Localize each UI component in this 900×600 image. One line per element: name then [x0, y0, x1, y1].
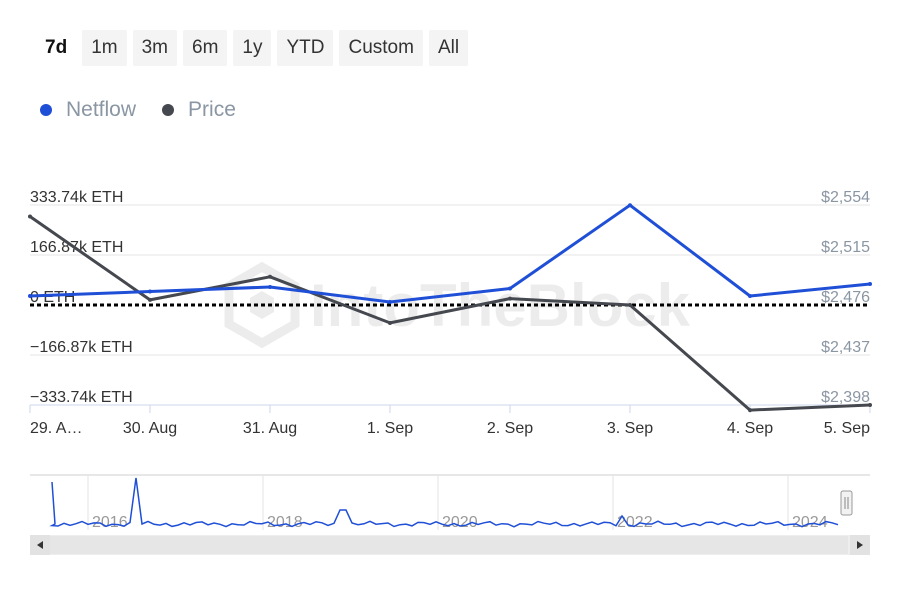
x-tick-label: 5. Sep [824, 420, 870, 437]
y-right-tick-label: $2,476 [821, 289, 870, 306]
netflow-point [388, 300, 392, 305]
range-button-1m[interactable]: 1m [82, 30, 127, 66]
legend-label-netflow: Netflow [66, 98, 137, 121]
series-group [28, 203, 872, 413]
netflow-legend-dot [40, 104, 52, 116]
time-range-selector: 7d 1m 3m 6m 1y YTD Custom All [36, 30, 469, 66]
chart-legend: Netflow Price [40, 98, 236, 122]
legend-item-netflow[interactable]: Netflow [40, 98, 136, 122]
netflow-point [508, 286, 512, 291]
x-tick-label: 30. Aug [123, 420, 177, 437]
x-tick-label: 4. Sep [727, 420, 773, 437]
legend-item-price[interactable]: Price [162, 98, 236, 122]
navigator[interactable]: 2016 2018 2020 2022 2024 [30, 474, 870, 555]
price-point [628, 303, 632, 307]
netflow-point [268, 285, 272, 290]
y-left-tick-label: −333.74k ETH [30, 389, 133, 406]
range-button-7d[interactable]: 7d [45, 37, 68, 58]
y-right-tick-label: $2,554 [821, 189, 870, 206]
x-tick-label: 3. Sep [607, 420, 653, 437]
y-left-tick-label: −166.87k ETH [30, 339, 133, 356]
price-point [748, 408, 752, 413]
range-button-ytd[interactable]: YTD [277, 30, 334, 66]
price-series-line [29, 215, 871, 412]
x-tick-label: 2. Sep [487, 420, 533, 437]
netflow-series-line [29, 203, 871, 304]
scroll-left-arrow-icon [37, 541, 43, 549]
range-button-3m[interactable]: 3m [132, 30, 177, 66]
navigator-series-line [49, 477, 839, 528]
x-tick-label: 29. A… [30, 420, 82, 437]
navigator-year-label: 2018 [267, 514, 303, 531]
netflow-point [628, 203, 632, 208]
price-point [508, 296, 512, 301]
range-button-custom[interactable]: Custom [339, 30, 423, 66]
range-button-all[interactable]: All [428, 30, 469, 66]
y-right-tick-label: $2,437 [821, 339, 870, 356]
x-axis: 29. A… 30. Aug 31. Aug 1. Sep 2. Sep 3. Sep 4.… [29, 404, 871, 437]
price-legend-dot [162, 104, 175, 116]
y-left-tick-label: 333.74k ETH [30, 189, 123, 206]
x-tick-label: 31. Aug [243, 420, 297, 437]
price-point [268, 274, 272, 279]
navigator-year-label: 2024 [792, 514, 828, 531]
navigator-year-label: 2022 [617, 514, 653, 531]
navigator-handle [840, 490, 853, 516]
y-right-tick-label: $2,515 [821, 239, 870, 256]
price-point [868, 403, 872, 407]
netflow-point [28, 294, 32, 299]
navigator-year-label: 2016 [92, 514, 128, 531]
navigator-year-label: 2020 [442, 514, 478, 531]
netflow-point [748, 294, 752, 299]
y-right-tick-label: $2,398 [821, 389, 870, 406]
netflow-point [868, 282, 872, 287]
price-point [148, 297, 152, 302]
legend-label-price: Price [188, 98, 236, 121]
range-button-1y[interactable]: 1y [233, 30, 272, 66]
range-button-6m[interactable]: 6m [183, 30, 228, 66]
right-axis-ticks: $2,554 $2,515 $2,476 $2,437 $2,398 [821, 189, 870, 406]
scrollbar-thumb [50, 536, 848, 554]
netflow-point [148, 289, 152, 294]
price-point [388, 320, 392, 325]
x-tick-label: 1. Sep [367, 420, 413, 437]
scroll-right-arrow-icon [857, 541, 863, 549]
price-point [28, 214, 32, 219]
y-left-tick-label: 0 ETH [30, 289, 75, 306]
